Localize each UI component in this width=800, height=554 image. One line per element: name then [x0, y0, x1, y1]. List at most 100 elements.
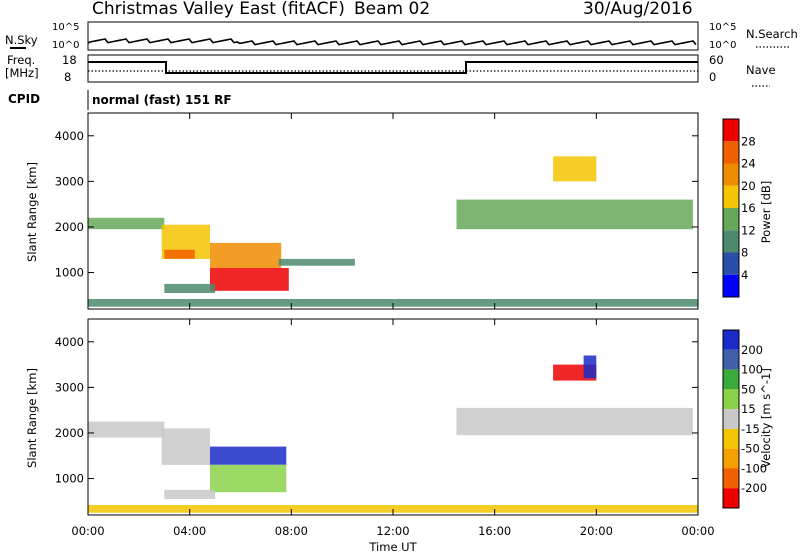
power-y-axis: 1000 2000 3000 4000	[55, 129, 698, 280]
heatmap-cell	[553, 156, 597, 182]
nave-tick-bottom: 0	[709, 70, 716, 84]
velocity-y-axis-label: Slant Range [km]	[25, 368, 39, 468]
cpid-label: CPID	[8, 92, 40, 106]
cpid-value: normal (fast) 151 RF	[92, 93, 232, 107]
heatmap-cell	[88, 421, 165, 438]
x-tick-label: 00:00	[71, 524, 104, 538]
colorbar-tick-label: 15	[741, 402, 756, 416]
y-tick-label: 2000	[55, 426, 84, 440]
x-axis-label: Time UT	[368, 540, 417, 554]
colorbar-swatch	[723, 141, 739, 164]
time-x-axis: 00:00 04:00 08:00 12:00 16:00 20:00 00:00	[71, 113, 715, 538]
colorbar-tick-label: 8	[741, 246, 748, 260]
x-tick-label: 16:00	[478, 524, 511, 538]
y-tick-label: 1000	[55, 472, 84, 486]
heatmap-cell	[583, 355, 597, 379]
colorbar-tick-label: 20	[741, 179, 756, 193]
colorbar-swatch	[723, 330, 739, 350]
heatmap-cell	[88, 299, 698, 307]
colorbar-swatch	[723, 252, 739, 275]
colorbar-swatch	[723, 369, 739, 390]
colorbar-tick-label: -100	[741, 461, 767, 475]
nsky-tick-bottom: 10^0	[52, 40, 79, 51]
heatmap-cell	[88, 217, 165, 230]
nsky-panel	[87, 21, 699, 51]
colorbar-swatch	[723, 488, 739, 508]
colorbar-tick-label: 28	[741, 134, 756, 148]
power-heatmap	[88, 156, 698, 307]
freq-tick-top: 18	[62, 53, 77, 67]
velocity-y-axis: 1000 2000 3000 4000	[55, 335, 698, 486]
colorbar-swatch	[723, 409, 739, 429]
figure-title: Christmas Valley East (fitACF)	[92, 0, 345, 19]
heatmap-cell	[210, 268, 289, 291]
colorbar-swatch	[723, 274, 739, 298]
y-tick-label: 3000	[55, 174, 84, 188]
heatmap-cell	[278, 258, 355, 266]
y-tick-label: 3000	[55, 380, 84, 394]
velocity-heatmap	[88, 355, 698, 513]
nsky-trace	[87, 38, 697, 46]
colorbar-tick-label: -200	[741, 481, 767, 495]
x-tick-label: 20:00	[580, 524, 613, 538]
colorbar-tick-label: 4	[741, 268, 748, 282]
freq-tick-bottom: 8	[64, 70, 71, 84]
colorbar-swatch	[723, 349, 739, 370]
colorbar-swatch	[723, 428, 739, 449]
heatmap-cell	[164, 249, 195, 259]
heatmap-cell	[161, 428, 210, 465]
heatmap-cell	[210, 446, 287, 465]
nsearch-tick-top: 10^5	[709, 22, 736, 33]
freq-panel	[87, 54, 699, 83]
colorbar-frame	[722, 329, 740, 509]
date-label: 30/Aug/2016	[583, 0, 693, 19]
velocity-colorbar-label: Velocity [m s^-1]	[759, 368, 773, 468]
nsky-label: N.Sky	[5, 33, 38, 47]
x-tick-label: 00:00	[681, 524, 714, 538]
heatmap-cell	[210, 464, 287, 493]
nave-tick-top: 60	[709, 53, 724, 67]
colorbar-swatch	[723, 230, 739, 253]
beam-label: Beam 02	[354, 0, 430, 19]
velocity-panel: 1000 2000 3000 4000	[55, 318, 699, 516]
nsearch-tick-bottom: 10^0	[709, 40, 736, 51]
freq-trace	[88, 61, 698, 74]
colorbar-swatch	[723, 389, 739, 410]
heatmap-cell	[210, 242, 282, 268]
nave-label: Nave	[746, 63, 776, 77]
colorbar-frame	[722, 118, 740, 298]
colorbar-swatch	[723, 468, 739, 489]
x-tick-label: 12:00	[376, 524, 409, 538]
heatmap-cell	[164, 283, 216, 293]
velocity-colorbar: 200 100 50 15 -15 -50 -100 -200	[722, 329, 767, 509]
nsearch-label: N.Search	[746, 27, 798, 41]
y-tick-label: 4000	[55, 335, 84, 349]
colorbar-tick-label: 24	[741, 157, 756, 171]
colorbar-swatch	[723, 185, 739, 209]
colorbar-tick-label: 12	[741, 223, 756, 237]
colorbar-swatch	[723, 119, 739, 142]
colorbar-swatch	[723, 163, 739, 186]
colorbar-tick-label: -15	[741, 422, 760, 436]
colorbar-tick-label: 16	[741, 201, 756, 215]
power-y-axis-label: Slant Range [km]	[25, 162, 39, 262]
colorbar-tick-label: 100	[741, 363, 763, 377]
power-panel: 1000 2000 3000 4000	[55, 112, 699, 310]
y-tick-label: 1000	[55, 266, 84, 280]
colorbar-swatch	[723, 208, 739, 231]
colorbar-tick-label: -50	[741, 442, 760, 456]
power-colorbar: 4 8 12 16 20 24 28	[722, 118, 756, 298]
heatmap-cell	[164, 489, 216, 499]
freq-label-line2: [MHz]	[5, 66, 39, 80]
heatmap-cell	[456, 407, 693, 436]
colorbar-swatch	[723, 448, 739, 469]
x-tick-label: 04:00	[173, 524, 206, 538]
x-tick-label: 08:00	[275, 524, 308, 538]
freq-label-line1: Freq.	[7, 53, 35, 67]
nsky-tick-top: 10^5	[52, 22, 79, 33]
heatmap-cell	[456, 199, 693, 230]
y-tick-label: 4000	[55, 129, 84, 143]
colorbar-tick-label: 50	[741, 382, 756, 396]
y-tick-label: 2000	[55, 220, 84, 234]
